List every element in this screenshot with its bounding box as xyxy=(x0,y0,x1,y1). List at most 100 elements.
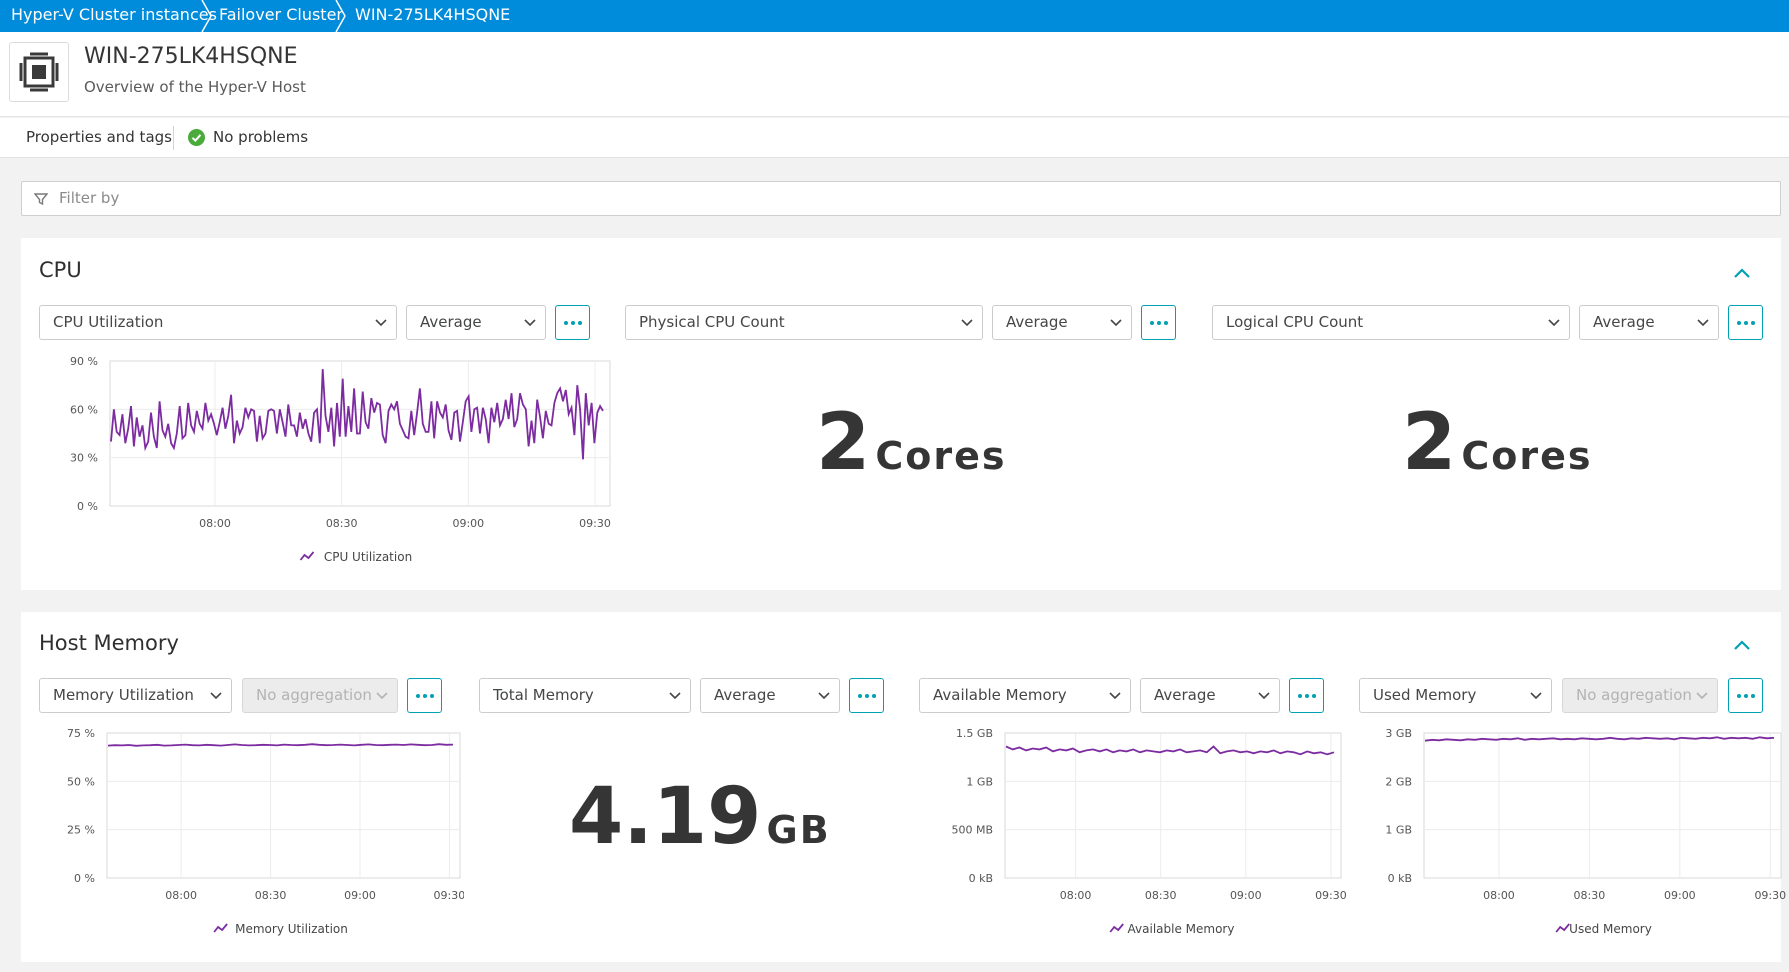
cpu-utilization-chart: 90 % 60 % 30 % 0 % 08:00 08:30 09:00 09:30 CPU U… xyxy=(70,356,611,564)
tabs-bar: Properties and tags No problems xyxy=(0,118,1789,158)
metric-select-label: CPU Utilization xyxy=(53,313,164,331)
physical-cpu-count-value: 2 Cores xyxy=(816,398,1007,488)
aggregation-select-used-memory[interactable]: No aggregation xyxy=(1562,678,1718,713)
more-options-button[interactable] xyxy=(555,305,590,340)
chevron-down-icon xyxy=(1258,692,1270,700)
single-value-number: 4.19 xyxy=(569,772,762,862)
x-tick-label: 08:00 xyxy=(199,517,231,530)
chevron-down-icon xyxy=(1530,692,1542,700)
x-tick-label: 09:30 xyxy=(1754,889,1786,902)
aggregation-select-available-memory[interactable]: Average xyxy=(1140,678,1280,713)
metric-select-logical-cpu-count[interactable]: Logical CPU Count xyxy=(1212,305,1570,340)
legend-line-icon xyxy=(213,923,228,933)
chevron-down-icon xyxy=(524,319,536,327)
y-tick-label: 0 kB xyxy=(1388,872,1412,885)
aggregation-select-total-memory[interactable]: Average xyxy=(700,678,840,713)
chart-legend[interactable]: Memory Utilization xyxy=(213,922,348,936)
more-options-button[interactable] xyxy=(1728,305,1763,340)
memory-utilization-chart: 75 % 50 % 25 % 0 % 08:00 08:30 09:00 09:30 Memor… xyxy=(67,728,464,936)
aggregation-select-cpu-utilization[interactable]: Average xyxy=(406,305,546,340)
breadcrumb: Hyper-V Cluster instances Failover Clust… xyxy=(0,0,1789,32)
chevron-down-icon xyxy=(1696,692,1708,700)
y-tick-label: 1.5 GB xyxy=(956,728,993,740)
single-value-unit: Cores xyxy=(875,434,1007,478)
chevron-down-icon xyxy=(210,692,222,700)
chevron-up-icon[interactable] xyxy=(1733,639,1751,651)
x-tick-label: 09:00 xyxy=(344,889,376,902)
chevron-down-icon xyxy=(1110,319,1122,327)
metric-select-memory-utilization[interactable]: Memory Utilization xyxy=(39,678,232,713)
aggregation-select-physical-cpu-count[interactable]: Average xyxy=(992,305,1132,340)
y-tick-label: 500 MB xyxy=(951,824,993,837)
page-header: WIN-275LK4HSQNE Overview of the Hyper-V … xyxy=(0,32,1789,117)
host-memory-section: Host Memory Memory Utilization No aggreg… xyxy=(21,612,1786,962)
breadcrumb-item-failover-cluster[interactable]: Failover Cluster xyxy=(219,5,343,24)
more-options-button[interactable] xyxy=(407,678,442,713)
y-tick-label: 1 GB xyxy=(1385,824,1412,837)
more-options-button[interactable] xyxy=(1728,678,1763,713)
legend-line-icon xyxy=(299,551,315,561)
metric-select-used-memory[interactable]: Used Memory xyxy=(1359,678,1552,713)
aggregation-select-label: Average xyxy=(420,313,482,331)
single-value-unit: Cores xyxy=(1461,434,1593,478)
section-title-host-memory: Host Memory xyxy=(39,631,179,655)
tab-problems-status[interactable]: No problems xyxy=(213,128,309,146)
breadcrumb-item-host[interactable]: WIN-275LK4HSQNE xyxy=(355,5,511,24)
chevron-down-icon xyxy=(1109,692,1121,700)
filter-input[interactable]: Filter by xyxy=(21,181,1781,216)
tab-divider xyxy=(173,126,174,150)
chevron-up-icon[interactable] xyxy=(1733,267,1751,279)
plot-frame xyxy=(106,732,461,879)
metric-select-total-memory[interactable]: Total Memory xyxy=(479,678,691,713)
series-line xyxy=(1005,745,1335,756)
metric-select-label: Used Memory xyxy=(1373,686,1477,704)
x-tick-label: 09:30 xyxy=(434,889,464,902)
x-tick-label: 09:00 xyxy=(1230,889,1262,902)
x-tick-label: 08:00 xyxy=(1060,889,1092,902)
series-line xyxy=(110,369,604,460)
chevron-down-icon xyxy=(1697,319,1709,327)
more-options-button[interactable] xyxy=(1141,305,1176,340)
chevron-down-icon xyxy=(376,692,388,700)
legend-label: Memory Utilization xyxy=(235,922,348,936)
metric-select-physical-cpu-count[interactable]: Physical CPU Count xyxy=(625,305,983,340)
more-options-button[interactable] xyxy=(849,678,884,713)
aggregation-select-logical-cpu-count[interactable]: Average xyxy=(1579,305,1719,340)
single-value-unit: GB xyxy=(766,808,831,852)
aggregation-select-memory-utilization[interactable]: No aggregation xyxy=(242,678,398,713)
breadcrumb-item-cluster-instances[interactable]: Hyper-V Cluster instances xyxy=(11,5,217,24)
metric-select-available-memory[interactable]: Available Memory xyxy=(919,678,1131,713)
metric-select-cpu-utilization[interactable]: CPU Utilization xyxy=(39,305,397,340)
page-title: WIN-275LK4HSQNE xyxy=(84,44,298,69)
x-tick-label: 08:30 xyxy=(1145,889,1177,902)
single-value-number: 2 xyxy=(1402,398,1457,488)
total-memory-value: 4.19 GB xyxy=(569,772,831,862)
chart-legend[interactable]: CPU Utilization xyxy=(299,550,413,564)
x-tick-label: 08:00 xyxy=(165,889,197,902)
x-tick-label: 09:30 xyxy=(579,517,611,530)
legend-label: Used Memory xyxy=(1569,922,1652,936)
page-subtitle: Overview of the Hyper-V Host xyxy=(84,78,306,96)
host-icon xyxy=(9,42,69,102)
logical-cpu-count-value: 2 Cores xyxy=(1402,398,1593,488)
legend-line-icon xyxy=(1109,923,1124,933)
legend-label: Available Memory xyxy=(1128,922,1235,936)
tab-properties-and-tags[interactable]: Properties and tags xyxy=(26,128,172,146)
chevron-down-icon xyxy=(818,692,830,700)
y-tick-label: 1 GB xyxy=(966,775,993,788)
filter-icon xyxy=(34,193,48,206)
chart-legend[interactable]: Used Memory xyxy=(1555,922,1652,936)
y-tick-label: 30 % xyxy=(70,452,98,465)
y-tick-label: 0 % xyxy=(74,872,95,885)
y-tick-label: 3 GB xyxy=(1385,728,1412,740)
more-options-button[interactable] xyxy=(1289,678,1324,713)
metric-select-label: Logical CPU Count xyxy=(1226,313,1364,331)
x-tick-label: 09:30 xyxy=(1315,889,1347,902)
y-tick-label: 2 GB xyxy=(1385,775,1412,788)
chevron-down-icon xyxy=(375,319,387,327)
plot-frame xyxy=(109,360,611,507)
aggregation-select-label: Average xyxy=(1154,686,1216,704)
breadcrumb-separator-icon xyxy=(335,0,346,32)
chart-legend[interactable]: Available Memory xyxy=(1109,922,1235,936)
metric-select-label: Available Memory xyxy=(933,686,1067,704)
